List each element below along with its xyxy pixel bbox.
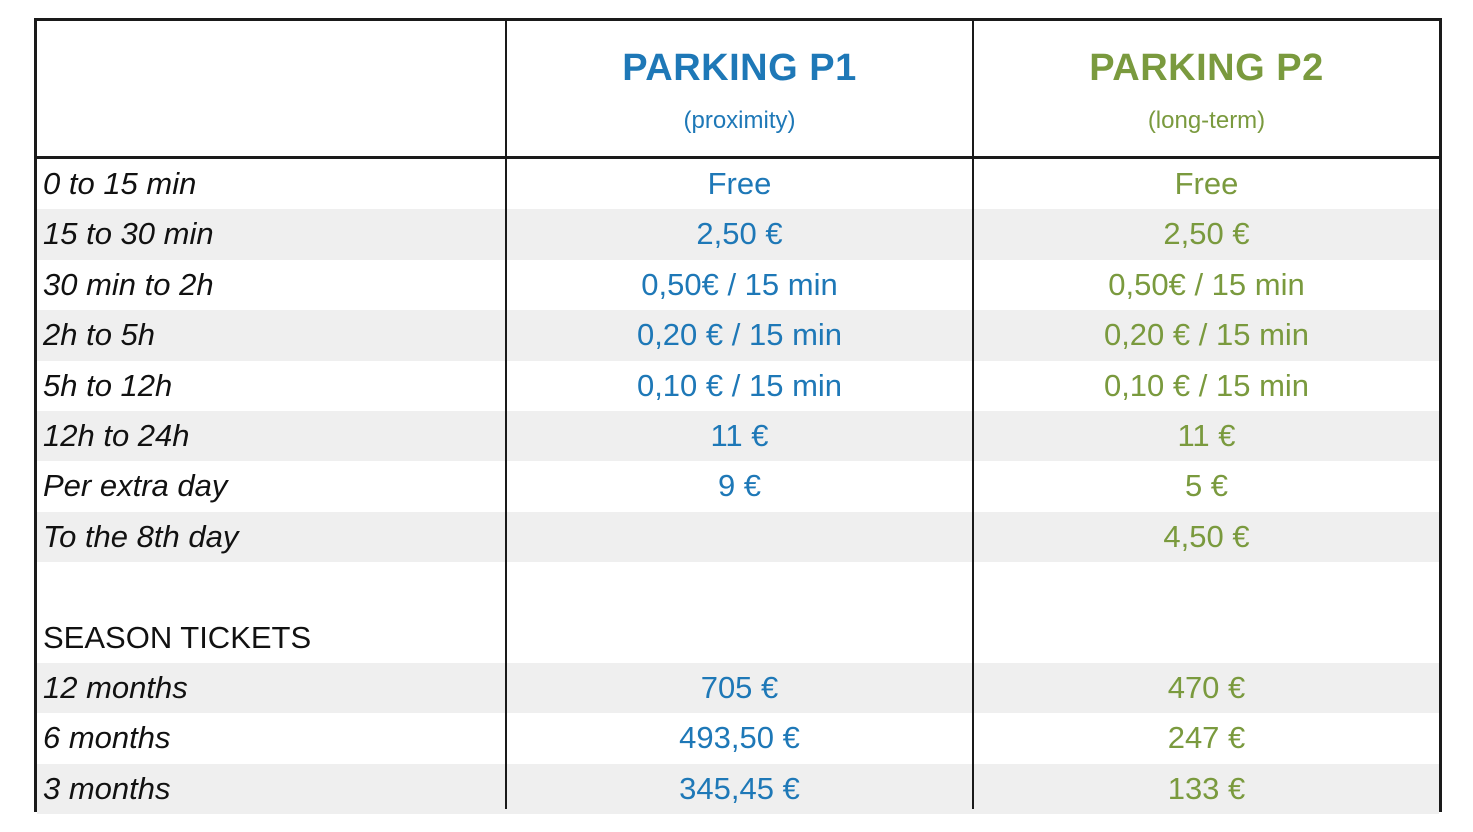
- p2-rate: 11 €: [1177, 417, 1236, 453]
- column-divider: [505, 21, 507, 809]
- table-body: 0 to 15 min Free Free 15 to 30 min 2,50 …: [37, 159, 1439, 815]
- table-row: 12h to 24h 11 € 11 €: [37, 410, 1439, 462]
- table-row-spacer: [37, 562, 1439, 612]
- p1-rate: Free: [707, 166, 772, 201]
- season-tickets-heading: SEASON TICKETS: [43, 619, 312, 655]
- row-label: 30 min to 2h: [43, 266, 214, 302]
- table-row: 30 min to 2h 0,50€ / 15 min 0,50€ / 15 m…: [37, 260, 1439, 310]
- p1-rate: 345,45 €: [679, 770, 800, 806]
- p2-rate: 133 €: [1167, 770, 1246, 806]
- header-parking-p1: PARKING P1 (proximity): [507, 21, 972, 156]
- p2-rate: 2,50 €: [1163, 216, 1250, 252]
- row-label: 6 months: [43, 720, 171, 756]
- table-row: 5h to 12h 0,10 € / 15 min 0,10 € / 15 mi…: [37, 361, 1439, 411]
- parking-p2-title: PARKING P2: [1089, 47, 1324, 89]
- row-label: 12 months: [43, 669, 188, 705]
- p1-rate: 11 €: [710, 417, 769, 453]
- table-row: 2h to 5h 0,20 € / 15 min 0,20 € / 15 min: [37, 310, 1439, 361]
- p1-rate: 2,50 €: [696, 216, 783, 252]
- p1-rate: 0,20 € / 15 min: [636, 317, 843, 353]
- table-row: 0 to 15 min Free Free: [37, 159, 1439, 209]
- parking-p2-subtitle: (long-term): [1147, 107, 1266, 134]
- table-row: Per extra day 9 € 5 €: [37, 461, 1439, 511]
- table-row: 6 months 493,50 € 247 €: [37, 713, 1439, 763]
- p1-rate: 0,10 € / 15 min: [636, 367, 843, 403]
- row-label: 2h to 5h: [43, 317, 156, 353]
- season-tickets-heading-row: SEASON TICKETS: [37, 613, 1439, 663]
- parking-p1-title: PARKING P1: [622, 47, 857, 89]
- table-row: 12 months 705 € 470 €: [37, 662, 1439, 714]
- table-header: PARKING P1 (proximity) PARKING P2 (long-…: [37, 21, 1439, 159]
- p1-rate: 9 €: [717, 468, 762, 504]
- row-label: 15 to 30 min: [43, 216, 214, 252]
- header-parking-p2: PARKING P2 (long-term): [974, 21, 1439, 156]
- column-divider: [972, 21, 974, 809]
- p2-rate: 247 €: [1167, 720, 1246, 756]
- p2-rate: 0,10 € / 15 min: [1103, 367, 1310, 403]
- p1-rate: 705 €: [700, 669, 779, 705]
- parking-rates-table: PARKING P1 (proximity) PARKING P2 (long-…: [34, 18, 1442, 815]
- row-label: 12h to 24h: [43, 417, 190, 453]
- p1-rate: 493,50 €: [679, 720, 800, 756]
- p2-rate: 5 €: [1184, 468, 1229, 504]
- p2-rate: 470 €: [1167, 669, 1246, 705]
- row-label: 0 to 15 min: [43, 166, 197, 201]
- p2-rate: 4,50 €: [1163, 518, 1250, 554]
- p2-rate: 0,20 € / 15 min: [1103, 317, 1310, 353]
- p2-rate: Free: [1174, 166, 1239, 201]
- row-label: Per extra day: [43, 468, 228, 504]
- table-row: To the 8th day 4,50 €: [37, 511, 1439, 563]
- p2-rate: 0,50€ / 15 min: [1108, 266, 1305, 302]
- row-label: 3 months: [43, 770, 171, 806]
- parking-p1-subtitle: (proximity): [683, 107, 796, 134]
- p1-rate: 0,50€ / 15 min: [641, 266, 838, 302]
- table-row: 15 to 30 min 2,50 € 2,50 €: [37, 209, 1439, 260]
- row-label: To the 8th day: [43, 518, 239, 554]
- row-label: 5h to 12h: [43, 367, 173, 403]
- table-row: 3 months 345,45 € 133 €: [37, 763, 1439, 815]
